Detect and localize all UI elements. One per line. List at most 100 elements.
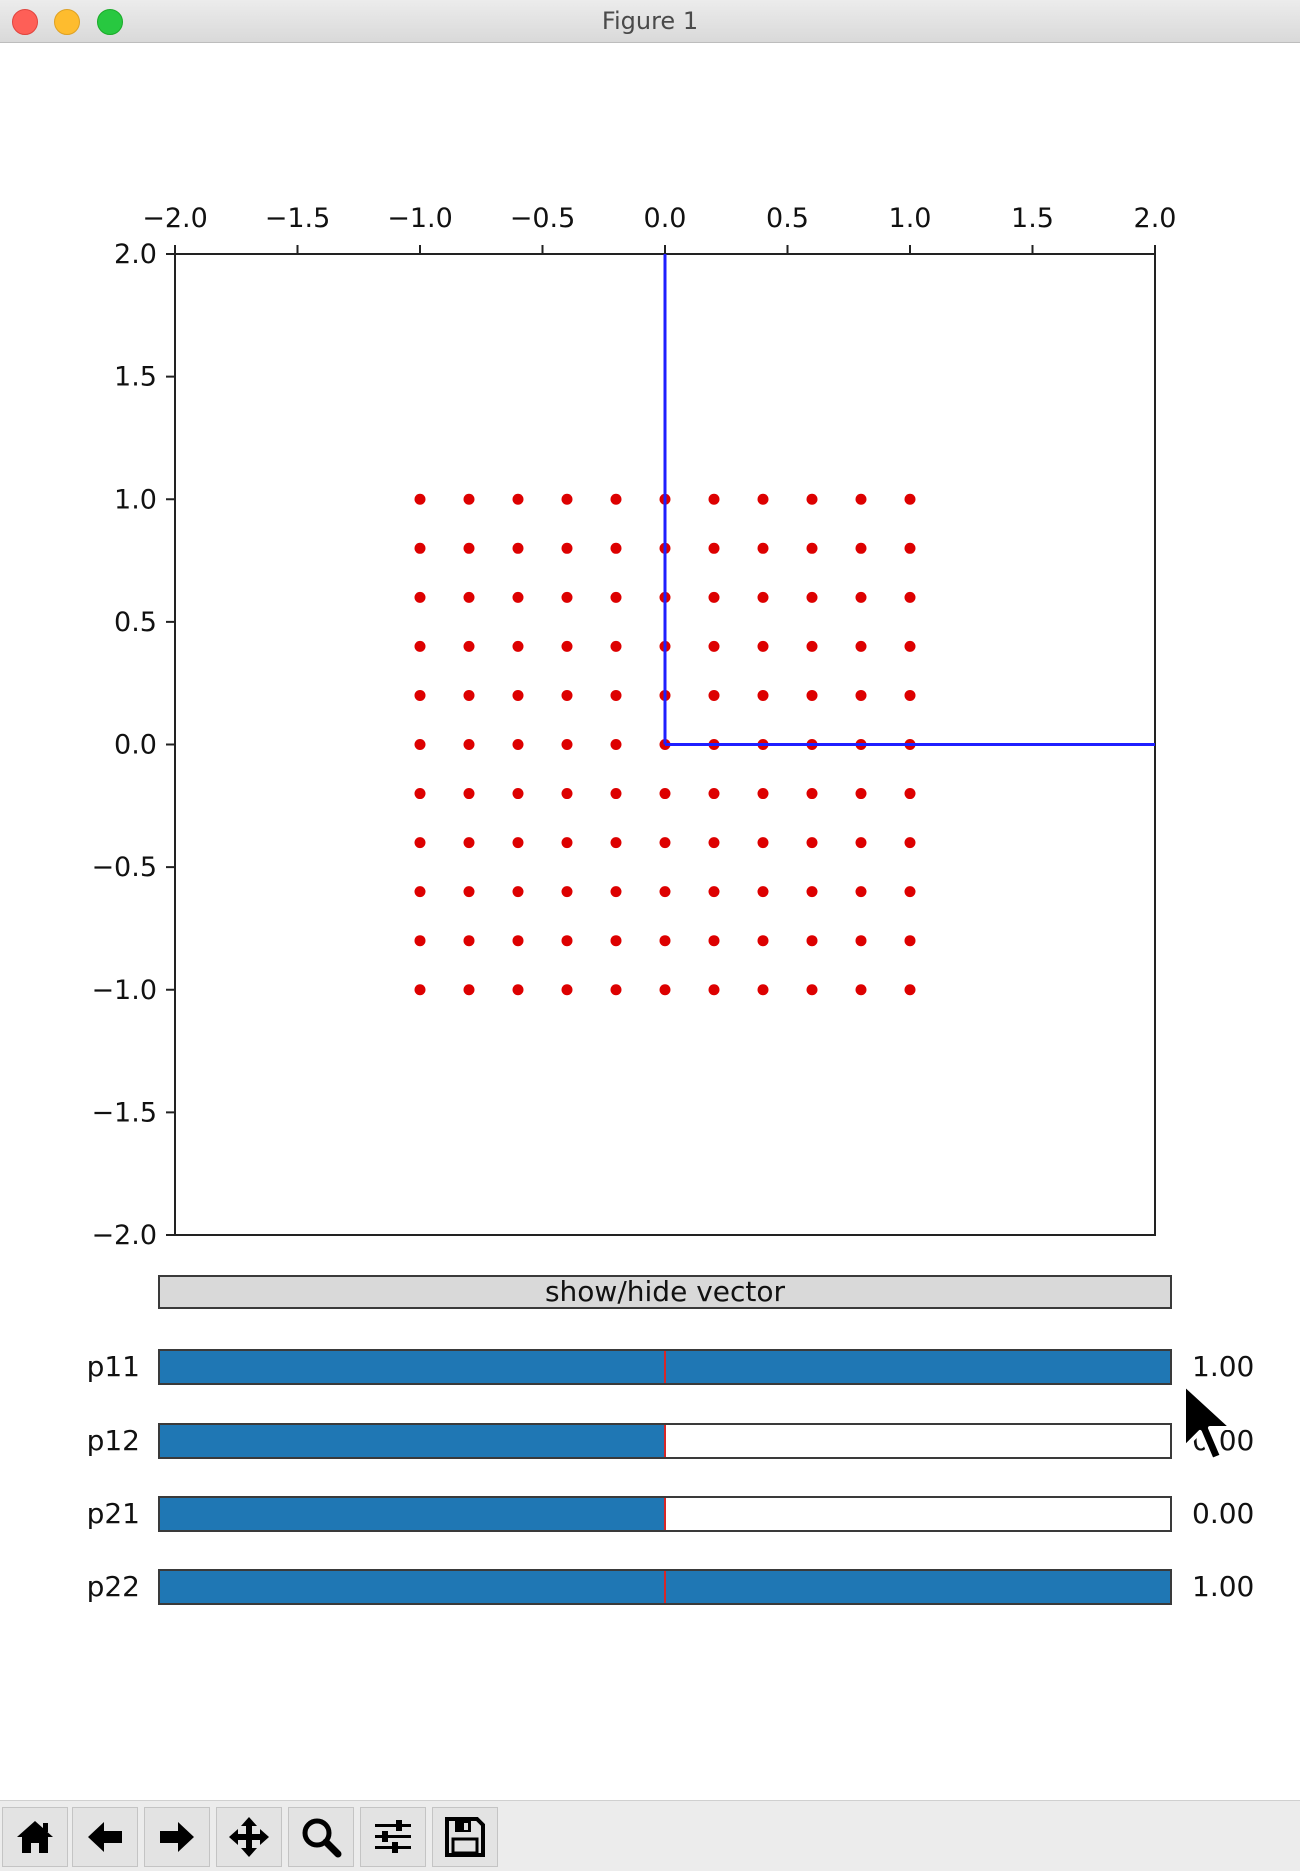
home-button[interactable]: [2, 1807, 68, 1867]
data-point: [757, 984, 769, 996]
x-tick-label: −1.0: [387, 203, 453, 234]
data-point: [463, 837, 475, 849]
save-icon: [445, 1817, 485, 1857]
data-point: [757, 886, 769, 898]
maximize-window-button[interactable]: [97, 9, 123, 35]
slider-value: 0.00: [1192, 1497, 1255, 1530]
window-titlebar: Figure 1: [0, 0, 1300, 43]
data-point: [708, 984, 720, 996]
data-point: [512, 640, 524, 652]
data-point: [757, 493, 769, 505]
data-point: [610, 837, 622, 849]
slider-p22[interactable]: [158, 1569, 1172, 1605]
data-point: [855, 837, 867, 849]
data-point: [708, 493, 720, 505]
data-point: [610, 984, 622, 996]
show-hide-vector-button[interactable]: show/hide vector: [158, 1275, 1172, 1309]
back-icon: [88, 1822, 122, 1852]
data-point: [463, 493, 475, 505]
data-point: [659, 788, 671, 800]
data-point: [806, 788, 818, 800]
data-point: [463, 591, 475, 603]
data-point: [610, 591, 622, 603]
data-point: [414, 689, 426, 701]
data-point: [561, 984, 573, 996]
data-point: [904, 886, 916, 898]
data-point: [512, 591, 524, 603]
slider-row-p22: p22 1.00: [0, 1567, 1300, 1607]
minimize-window-button[interactable]: [54, 9, 80, 35]
close-window-button[interactable]: [12, 9, 38, 35]
data-point: [855, 493, 867, 505]
data-point: [463, 542, 475, 554]
slider-p12[interactable]: [158, 1423, 1172, 1459]
data-point: [904, 984, 916, 996]
data-point: [610, 788, 622, 800]
data-point: [561, 837, 573, 849]
scatter-plot[interactable]: −2.0 −1.5 −1.0 −0.5 0.0 0.5 1.0 1.5 2.0 2.0 1.5 1.0…: [0, 0, 1300, 1260]
back-button[interactable]: [72, 1807, 138, 1867]
data-point: [561, 739, 573, 750]
data-point: [610, 739, 622, 750]
data-point: [855, 788, 867, 800]
save-figure-button[interactable]: [432, 1807, 498, 1867]
data-point: [463, 689, 475, 701]
slider-value: 1.00: [1192, 1570, 1255, 1603]
forward-icon: [160, 1822, 194, 1852]
slider-p21[interactable]: [158, 1496, 1172, 1532]
data-point: [414, 837, 426, 849]
data-point: [610, 493, 622, 505]
data-point: [708, 542, 720, 554]
data-point: [414, 591, 426, 603]
data-point: [414, 935, 426, 947]
slider-initial-marker: [664, 1351, 666, 1383]
data-point: [806, 640, 818, 652]
slider-fill: [160, 1498, 665, 1530]
data-point: [806, 837, 818, 849]
data-point: [414, 640, 426, 652]
data-point: [561, 640, 573, 652]
data-point: [855, 542, 867, 554]
data-point: [512, 739, 524, 750]
data-point: [806, 689, 818, 701]
zoom-icon: [302, 1818, 342, 1858]
x-tick-label: −0.5: [510, 203, 576, 234]
data-point: [757, 689, 769, 701]
data-point: [610, 542, 622, 554]
configure-subplots-button[interactable]: [360, 1807, 426, 1867]
data-point: [757, 837, 769, 849]
data-point: [659, 935, 671, 947]
slider-p11[interactable]: [158, 1349, 1172, 1385]
slider-value: 1.00: [1192, 1350, 1255, 1383]
data-point: [757, 591, 769, 603]
configure-icon: [375, 1820, 411, 1853]
data-point: [610, 640, 622, 652]
data-point: [659, 984, 671, 996]
data-point: [855, 689, 867, 701]
data-point: [414, 984, 426, 996]
zoom-button[interactable]: [288, 1807, 354, 1867]
y-tick-label: 0.5: [114, 607, 157, 638]
data-point: [708, 935, 720, 947]
data-point: [757, 542, 769, 554]
data-point: [463, 886, 475, 898]
data-point: [414, 739, 426, 750]
forward-button[interactable]: [144, 1807, 210, 1867]
data-point: [806, 493, 818, 505]
data-point: [806, 886, 818, 898]
data-point: [708, 689, 720, 701]
data-point: [414, 788, 426, 800]
data-point: [463, 739, 475, 750]
slider-label: p21: [86, 1497, 140, 1530]
data-point: [757, 640, 769, 652]
y-tick-label: −0.5: [91, 852, 157, 883]
data-point: [561, 542, 573, 554]
slider-label: p12: [86, 1424, 140, 1457]
data-point: [806, 542, 818, 554]
data-point: [463, 984, 475, 996]
data-point: [855, 984, 867, 996]
y-tick-label: −2.0: [91, 1220, 157, 1251]
mouse-cursor-icon: [1182, 1382, 1234, 1462]
pan-button[interactable]: [216, 1807, 282, 1867]
data-point: [904, 542, 916, 554]
